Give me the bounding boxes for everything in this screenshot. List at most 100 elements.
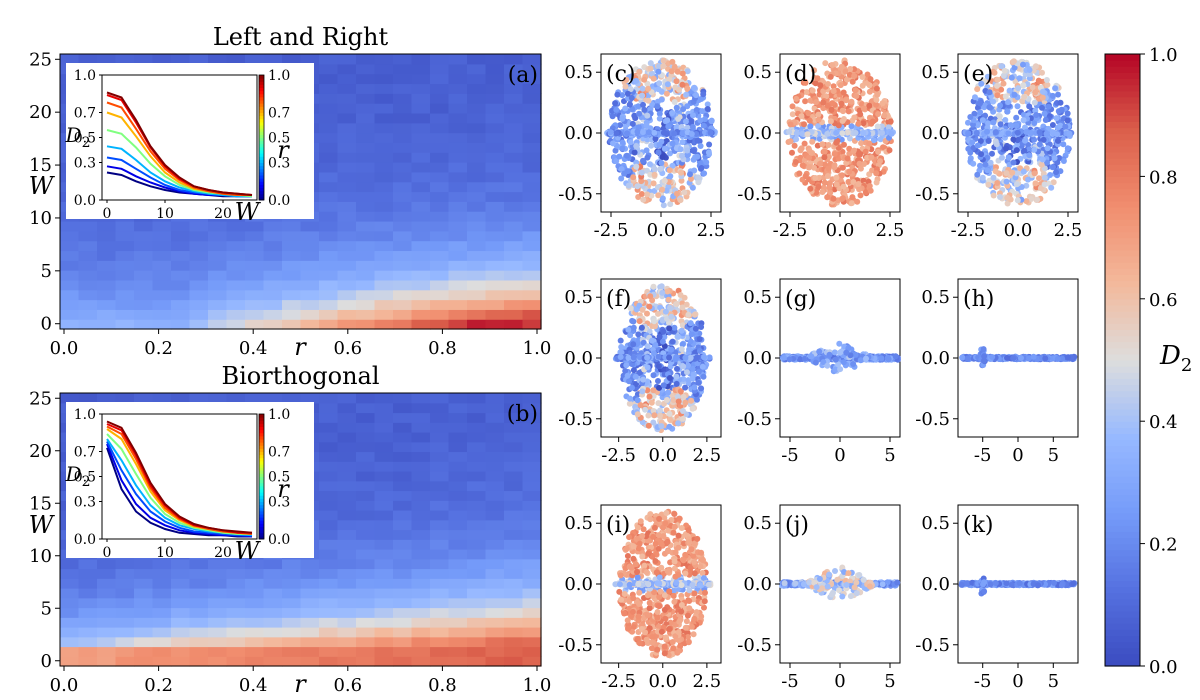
scatter-point	[658, 283, 665, 290]
heat-cell	[430, 412, 450, 423]
heat-cell	[485, 539, 505, 550]
scatter-point	[655, 86, 662, 93]
scatter-point	[687, 354, 694, 361]
heat-cell	[337, 83, 357, 94]
scatter-point	[659, 154, 666, 160]
inset-colorbar-segment	[259, 162, 264, 167]
heat-cell	[337, 181, 357, 193]
scatter-point	[881, 112, 888, 119]
scatter-point	[994, 82, 1000, 89]
heat-cell	[467, 103, 487, 114]
heat-cell	[319, 162, 339, 173]
heat-cell	[78, 656, 98, 667]
scatter-point	[824, 194, 831, 201]
heat-cell	[60, 646, 80, 657]
inset-colorbar-segment	[259, 498, 264, 503]
heat-cell	[189, 588, 209, 599]
heat-cell	[430, 549, 450, 560]
heat-cell	[393, 289, 413, 301]
heat-cell	[411, 132, 431, 143]
scatter-point	[1043, 130, 1050, 137]
heat-cell	[374, 578, 394, 589]
heat-cell	[504, 627, 524, 638]
heat-cell	[208, 309, 228, 320]
heat-cell	[504, 646, 524, 657]
heat-cell	[337, 270, 357, 281]
heat-cell	[245, 270, 265, 281]
heatmap-frame	[59, 392, 542, 667]
scatter-point	[682, 384, 689, 391]
heat-cell	[485, 230, 505, 242]
heat-cell	[485, 181, 505, 193]
heat-cell	[522, 270, 542, 281]
heat-cell	[374, 201, 394, 212]
heat-cell	[430, 500, 450, 511]
heat-cell	[411, 656, 431, 667]
heat-cell	[448, 112, 468, 124]
scatter-point	[647, 161, 653, 168]
scatter-point	[666, 423, 673, 430]
heat-cell	[282, 220, 302, 232]
heat-cell	[319, 299, 339, 310]
heat-cell	[485, 73, 505, 85]
scatter-point	[998, 63, 1005, 70]
heat-cell	[374, 122, 394, 134]
heat-cell	[115, 250, 135, 261]
scatter-point	[696, 336, 703, 342]
inset-x-tick-label: 0	[103, 206, 112, 222]
scatter-point	[1043, 77, 1050, 83]
scatter-point	[644, 191, 651, 198]
heat-cell	[504, 607, 524, 618]
inset-x-tick-label: 10	[156, 206, 174, 222]
heat-cell	[152, 393, 172, 404]
heat-cell	[171, 240, 191, 252]
heat-cell	[171, 270, 191, 281]
heat-cell	[448, 319, 468, 330]
heat-cell	[393, 319, 413, 330]
heat-cell	[134, 240, 154, 252]
scatter-point	[992, 129, 999, 136]
scatter-point	[704, 101, 711, 108]
scatter-point	[974, 171, 981, 178]
heat-cell	[337, 54, 357, 65]
heat-cell	[356, 201, 376, 212]
heat-cell	[282, 289, 302, 301]
heat-cell	[245, 299, 265, 310]
heat-cell	[60, 309, 80, 320]
heat-cell	[393, 162, 413, 173]
heat-cell	[393, 63, 413, 75]
scatter-point	[827, 73, 834, 80]
heat-cell	[411, 588, 431, 599]
heat-cell	[78, 578, 98, 589]
heat-cell	[245, 260, 265, 271]
inset-colorbar-segment	[259, 504, 264, 509]
heat-cell	[411, 597, 431, 609]
scatter-point	[609, 113, 616, 120]
scatter-point	[665, 123, 672, 130]
heat-cell	[467, 461, 487, 472]
heat-cell	[337, 171, 357, 183]
heat-cell	[282, 230, 302, 242]
heat-cell	[115, 627, 135, 638]
heat-cell	[337, 588, 357, 599]
heat-cell	[356, 152, 376, 163]
scatter-point	[619, 115, 626, 122]
scatter-point	[634, 128, 641, 135]
heat-cell	[467, 319, 487, 330]
heat-cell	[60, 578, 80, 589]
scatter-point	[807, 123, 814, 130]
heat-cell	[337, 519, 357, 531]
scatter-point	[886, 147, 893, 154]
scatter-point	[866, 183, 873, 189]
heat-cell	[208, 270, 228, 281]
scatter-point	[640, 196, 647, 203]
heat-cell	[78, 240, 98, 252]
inset-colorbar-segment	[259, 445, 264, 449]
scatter-point	[843, 97, 850, 104]
heat-cell	[319, 568, 339, 579]
heat-cell	[448, 152, 468, 163]
scatter-point	[673, 104, 680, 111]
heat-cell	[319, 132, 339, 143]
scatter-point	[701, 354, 707, 361]
